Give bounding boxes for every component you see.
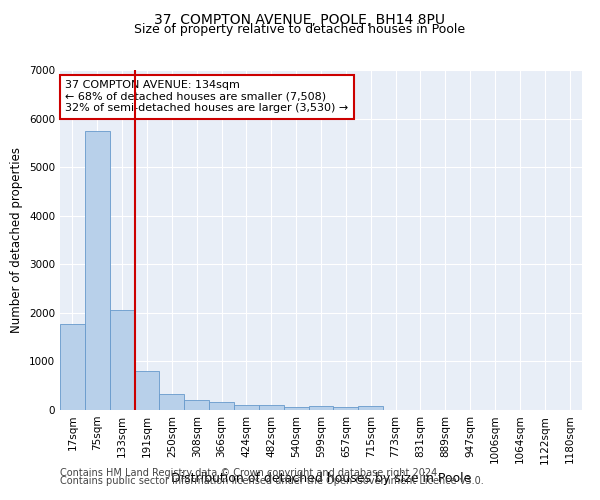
Bar (184, 400, 209, 410)
Bar (234, 405, 259, 410)
Text: 37, COMPTON AVENUE, POOLE, BH14 8PU: 37, COMPTON AVENUE, POOLE, BH14 8PU (155, 12, 445, 26)
Bar (358, 406, 383, 410)
Text: Contains public sector information licensed under the Open Government Licence v3: Contains public sector information licen… (60, 476, 484, 486)
Bar (308, 406, 334, 410)
Bar (160, 394, 184, 410)
Bar (134, 371, 160, 410)
Bar (60, 324, 85, 410)
Text: 37 COMPTON AVENUE: 134sqm
← 68% of detached houses are smaller (7,508)
32% of se: 37 COMPTON AVENUE: 134sqm ← 68% of detac… (65, 80, 349, 114)
Bar (334, 408, 358, 410)
Y-axis label: Number of detached properties: Number of detached properties (10, 147, 23, 333)
Text: Contains HM Land Registry data © Crown copyright and database right 2024.: Contains HM Land Registry data © Crown c… (60, 468, 440, 477)
X-axis label: Distribution of detached houses by size in Poole: Distribution of detached houses by size … (171, 472, 471, 485)
Bar (284, 407, 308, 410)
Text: Size of property relative to detached houses in Poole: Size of property relative to detached ho… (134, 22, 466, 36)
Bar (110, 310, 134, 410)
Bar (209, 402, 234, 410)
Bar (259, 406, 284, 410)
Bar (85, 130, 110, 410)
